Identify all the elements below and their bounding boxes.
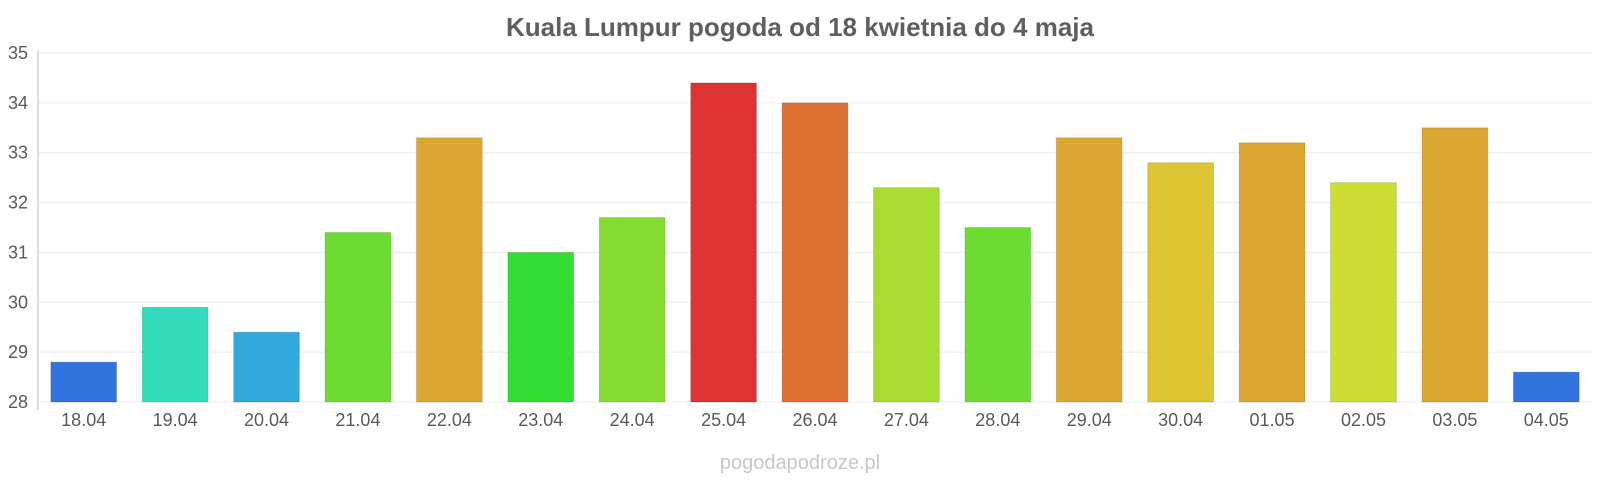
bar-29.04	[1055, 137, 1123, 403]
y-tick-label: 28	[8, 392, 28, 412]
bar-01.05	[1238, 142, 1306, 403]
x-axis-ticks: 18.04 19.04 20.04 21.04 22.04 23.04 24.04 25.04…	[61, 410, 1569, 430]
bar-25.04	[690, 82, 757, 403]
bar-24.04	[598, 217, 666, 403]
y-tick-label: 31	[8, 242, 28, 262]
y-tick-label: 34	[8, 93, 28, 113]
bar-21.04	[324, 231, 392, 403]
x-tick-label: 23.04	[518, 410, 563, 430]
x-tick-label: 24.04	[610, 410, 655, 430]
bar-26.04	[781, 102, 849, 403]
x-tick-label: 01.05	[1250, 410, 1295, 430]
y-tick-label: 29	[8, 342, 28, 362]
x-tick-label: 28.04	[975, 410, 1020, 430]
x-tick-label: 25.04	[701, 410, 746, 430]
bar-02.05	[1330, 182, 1397, 403]
x-tick-label: 20.04	[244, 410, 289, 430]
bar-23.04	[507, 251, 575, 403]
y-tick-label: 33	[8, 143, 28, 163]
bar-18.04	[50, 361, 118, 403]
bar-30.04	[1147, 162, 1215, 403]
x-tick-label: 18.04	[61, 410, 106, 430]
y-tick-label: 30	[8, 292, 28, 312]
x-tick-label: 21.04	[335, 410, 380, 430]
bar-27.04	[873, 187, 940, 403]
bar-19.04	[141, 306, 209, 403]
watermark: pogodapodroze.pl	[720, 452, 880, 474]
chart-title: Kuala Lumpur pogoda od 18 kwietnia do 4 …	[506, 12, 1095, 42]
x-tick-label: 19.04	[153, 410, 198, 430]
x-tick-label: 02.05	[1341, 410, 1386, 430]
y-axis-ticks: 35 34 33 32 31 30 29 28	[8, 43, 28, 412]
bar-22.04	[415, 137, 483, 403]
bars	[50, 82, 1580, 403]
bar-03.05	[1421, 127, 1489, 403]
x-tick-label: 04.05	[1524, 410, 1569, 430]
y-tick-label: 35	[8, 43, 28, 63]
x-tick-label: 27.04	[884, 410, 929, 430]
bar-28.04	[964, 227, 1032, 403]
x-tick-label: 30.04	[1158, 410, 1203, 430]
y-tick-label: 32	[8, 193, 28, 213]
x-tick-label: 29.04	[1067, 410, 1112, 430]
bar-20.04	[233, 331, 300, 403]
x-tick-label: 26.04	[792, 410, 837, 430]
x-tick-label: 22.04	[427, 410, 472, 430]
bar-04.05	[1512, 371, 1580, 403]
x-tick-label: 03.05	[1432, 410, 1477, 430]
